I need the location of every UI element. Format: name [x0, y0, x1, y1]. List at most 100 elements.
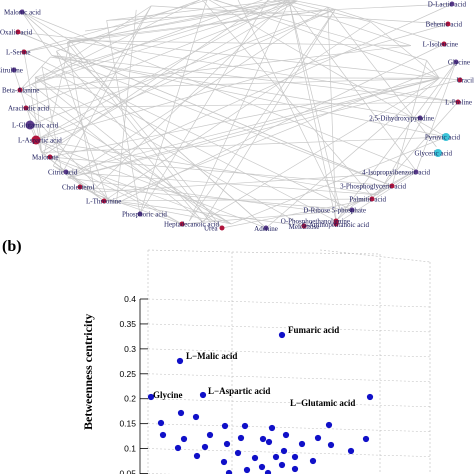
- network-node-label: Pyruvic acid: [425, 134, 461, 142]
- network-node-label: Heptadecanoic acid: [164, 221, 219, 229]
- network-node: [449, 1, 455, 7]
- network-edge: [109, 200, 232, 225]
- network-edge: [214, 0, 440, 79]
- scatter-point: [174, 444, 182, 452]
- network-edge: [29, 8, 336, 126]
- grid-line: [147, 373, 431, 383]
- scatter-point: [309, 457, 317, 465]
- network-node-label: Malonic acid: [4, 9, 41, 17]
- network-edge: [35, 0, 290, 78]
- network-edge: [35, 76, 440, 79]
- network-edge: [34, 76, 223, 229]
- network-node: [457, 77, 463, 83]
- network-node: [15, 29, 21, 35]
- network-node: [369, 196, 375, 202]
- metabolite-network: Malonic acid Oxalic acid L-Serine Citrullin…: [0, 0, 474, 233]
- scatter-point: [327, 441, 335, 449]
- network-nodes: Malonic acid Oxalic acid L-Serine Citrullin…: [0, 1, 474, 234]
- network-node-label: L-Serine: [6, 49, 31, 57]
- y-axis-title: Betweenness centricity: [81, 314, 95, 430]
- network-edge: [109, 61, 457, 202]
- grid-line: [147, 298, 431, 308]
- 3d-grid: [147, 249, 431, 474]
- network-node-label: Urea: [204, 225, 218, 233]
- grid-line: [147, 423, 431, 432]
- network-edge: [426, 60, 440, 79]
- network-node: [11, 67, 17, 73]
- network-edge: [50, 56, 421, 119]
- scatter-point: [278, 331, 286, 339]
- network-edge: [66, 42, 96, 195]
- network-node-label: Adenine: [254, 225, 278, 233]
- network-edge: [327, 7, 337, 222]
- network-node-label: Glyceric acid: [414, 150, 452, 158]
- network-node: [47, 154, 53, 160]
- scatter-point: [147, 393, 155, 401]
- network-edge: [41, 136, 447, 153]
- y-tick-label: 0.1: [124, 444, 136, 454]
- scatter-point: [201, 443, 209, 451]
- scatter-points: [147, 331, 374, 474]
- scatter-point: [280, 447, 288, 455]
- network-edge: [31, 0, 298, 85]
- network-edge: [21, 11, 71, 41]
- network-node-label: Arachidic acid: [8, 105, 50, 113]
- network-node: [77, 184, 83, 190]
- network-node-label: L-Glutamic acid: [12, 122, 59, 130]
- network-node: [333, 218, 339, 224]
- scatter-point: [176, 357, 184, 365]
- scatter-point: [298, 440, 306, 448]
- scatter-point: [159, 431, 167, 439]
- network-node-label: L-Proline: [445, 99, 472, 107]
- grid-line: [231, 251, 381, 255]
- scatter-point: [291, 465, 299, 473]
- network-node-label: Cholesterol: [62, 184, 94, 192]
- network-edge: [23, 51, 353, 211]
- network-node: [455, 99, 461, 105]
- network-edge: [66, 42, 212, 224]
- network-edge: [272, 0, 411, 46]
- scatter-point: [223, 440, 231, 448]
- network-edge: [288, 0, 341, 210]
- network-edge: [107, 199, 305, 227]
- network-node-label: D-Lactic acid: [428, 1, 467, 9]
- scatter-point: [314, 434, 322, 442]
- network-node: [441, 41, 447, 47]
- network-node-label: L-Threonine: [86, 198, 121, 206]
- y-axis: 0.4 0.35 0.3 0.25 0.2 0.15 0.1 0.05: [119, 294, 148, 474]
- network-node: [137, 211, 143, 217]
- network-edge: [25, 101, 459, 109]
- scatter-point: [251, 454, 259, 462]
- network-node: [349, 207, 355, 213]
- scatter-point: [259, 435, 267, 443]
- network-edge: [181, 209, 353, 225]
- network-node-label: 2,5-Dihydroxypyridine: [369, 115, 434, 123]
- network-edge: [335, 171, 417, 225]
- network-edge: [91, 0, 289, 193]
- network-node-label: 3-Phosphoglyceric acid: [340, 183, 406, 191]
- network-node: [413, 169, 419, 175]
- scatter-point: [225, 469, 233, 474]
- network-edge: [35, 23, 449, 141]
- network-edge: [237, 0, 341, 210]
- scatter-point: [366, 393, 374, 401]
- network-edge: [335, 204, 354, 222]
- y-tick-label: 0.2: [124, 394, 136, 404]
- network-edge: [51, 55, 459, 103]
- y-tick-label: 0.3: [124, 344, 136, 354]
- network-edge: [200, 77, 440, 223]
- grid-line: [147, 398, 431, 407]
- scatter-point: [192, 413, 200, 421]
- network-edge: [372, 101, 459, 198]
- network-edge: [67, 6, 328, 179]
- scatter-point: [278, 461, 286, 469]
- point-annotation: Fumaric acid: [288, 325, 339, 335]
- network-node-label: Palmitic acid: [349, 196, 386, 204]
- point-annotation: L−Glutamic acid: [290, 398, 355, 408]
- network-edge: [43, 40, 71, 156]
- network-node-label: Uracil: [457, 77, 474, 85]
- network-node: [445, 21, 451, 27]
- point-annotation: L−Aspartic acid: [208, 386, 270, 396]
- network-node-label: Oxalic acid: [0, 29, 33, 37]
